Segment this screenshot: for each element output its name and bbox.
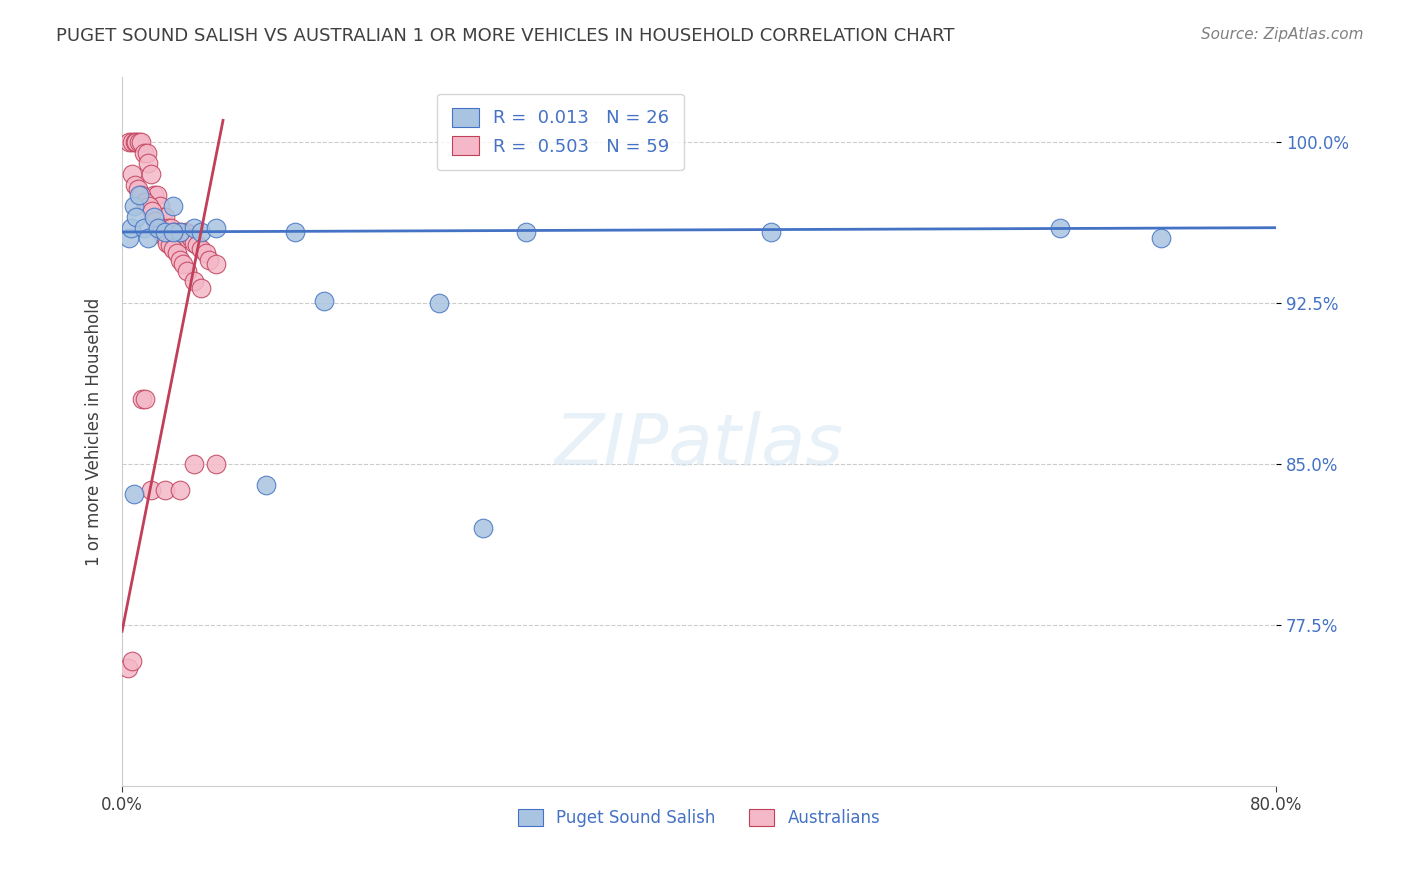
Point (204, 457, 226, 471)
Point (128, 135, 150, 149)
Point (139, 167, 162, 181)
Point (131, 392, 153, 407)
Point (190, 225, 212, 239)
Point (159, 238, 181, 252)
Point (172, 231, 194, 245)
Point (142, 188, 165, 202)
Point (183, 274, 205, 288)
Point (254, 478, 277, 492)
Point (134, 392, 156, 407)
Point (142, 210, 165, 224)
Point (136, 156, 159, 170)
Point (139, 483, 162, 497)
Point (122, 199, 145, 213)
Point (136, 231, 159, 245)
Point (197, 252, 219, 267)
Point (169, 225, 191, 239)
Point (146, 220, 169, 235)
Point (148, 199, 170, 213)
Point (129, 188, 152, 202)
Point (761, 225, 783, 239)
Point (169, 225, 191, 239)
Point (143, 214, 166, 228)
Point (183, 220, 205, 235)
Point (183, 457, 205, 471)
Point (163, 225, 186, 239)
Point (132, 220, 155, 235)
Point (177, 227, 200, 241)
Point (162, 199, 184, 213)
Text: PUGET SOUND SALISH VS AUSTRALIAN 1 OR MORE VEHICLES IN HOUSEHOLD CORRELATION CHA: PUGET SOUND SALISH VS AUSTRALIAN 1 OR MO… (56, 27, 955, 45)
Point (1150, 231, 1173, 245)
Text: Source: ZipAtlas.com: Source: ZipAtlas.com (1201, 27, 1364, 42)
Point (153, 229, 176, 244)
Point (190, 242, 212, 256)
Point (166, 246, 188, 260)
Point (155, 483, 177, 497)
Point (312, 293, 335, 308)
Point (169, 252, 191, 267)
Point (129, 135, 152, 149)
Point (155, 210, 177, 224)
Point (117, 661, 139, 675)
Point (284, 225, 307, 239)
Point (176, 263, 198, 277)
Point (183, 235, 205, 250)
Point (150, 225, 173, 239)
Point (120, 220, 142, 235)
Point (134, 194, 156, 209)
Point (121, 167, 143, 181)
Point (169, 483, 191, 497)
Text: ZIPatlas: ZIPatlas (554, 411, 844, 480)
Point (194, 246, 217, 260)
Point (138, 199, 160, 213)
Point (124, 135, 146, 149)
Point (121, 654, 143, 668)
Point (156, 235, 179, 250)
Point (160, 220, 183, 235)
Point (141, 203, 163, 218)
Point (152, 210, 174, 224)
Point (174, 225, 197, 239)
Point (118, 231, 141, 245)
Point (121, 135, 143, 149)
Point (1049, 220, 1071, 235)
Point (204, 257, 226, 271)
Point (118, 135, 141, 149)
Point (135, 145, 157, 160)
Point (429, 295, 451, 310)
Legend: Puget Sound Salish, Australians: Puget Sound Salish, Australians (512, 803, 887, 834)
Point (128, 188, 150, 202)
Point (125, 135, 148, 149)
Point (172, 257, 194, 271)
Point (127, 182, 149, 196)
Point (162, 225, 184, 239)
Point (146, 220, 169, 235)
Point (180, 231, 202, 245)
Y-axis label: 1 or more Vehicles in Household: 1 or more Vehicles in Household (86, 298, 103, 566)
Point (162, 242, 184, 256)
Point (157, 220, 180, 235)
Point (122, 487, 145, 501)
Point (124, 178, 146, 192)
Point (132, 145, 155, 160)
Point (204, 220, 226, 235)
Point (190, 281, 212, 295)
Point (166, 227, 188, 241)
Point (155, 225, 177, 239)
Point (186, 238, 208, 252)
Point (125, 210, 148, 224)
Point (471, 521, 494, 535)
Point (515, 225, 537, 239)
Point (145, 188, 167, 202)
